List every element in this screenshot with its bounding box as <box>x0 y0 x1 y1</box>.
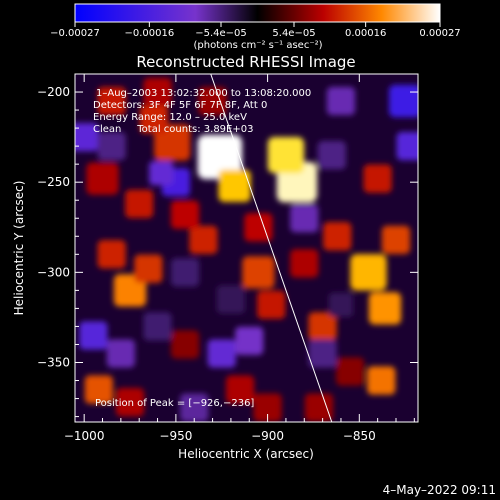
heatmap-cell <box>253 393 282 422</box>
heatmap-cell <box>216 285 246 314</box>
heatmap-cell <box>189 225 218 255</box>
heatmap-cell <box>290 204 319 233</box>
heatmap-cell <box>242 256 275 289</box>
x-tick-label: −950 <box>159 429 192 443</box>
annotation-energy: Energy Range: 12.0 – 25.0 keV <box>93 112 247 123</box>
heatmap-cell <box>84 375 113 404</box>
colorbar-tick-label: 0.00027 <box>419 28 460 39</box>
heatmap-cell <box>350 254 387 291</box>
peak-position-label: Position of Peak = [−926,−236] <box>95 398 254 409</box>
heatmap-cell <box>115 388 145 417</box>
heatmap-cell <box>125 189 154 218</box>
annotation-block: 1–Aug–2003 13:02:32.000 to 13:08:20.000 … <box>93 88 311 135</box>
y-tick-label: −300 <box>37 265 70 279</box>
heatmap-cell <box>180 393 209 422</box>
y-tick-label: −350 <box>37 355 70 369</box>
heatmap-cell <box>317 141 346 170</box>
heatmap-cell <box>225 375 255 404</box>
y-axis-label: Heliocentric Y (arcsec) <box>12 181 26 316</box>
x-axis-label: Heliocentric X (arcsec) <box>178 447 314 461</box>
heatmap-cell <box>207 339 236 368</box>
colorbar-tick-label: −5.4e−05 <box>195 28 247 39</box>
heatmap-cell <box>328 292 354 317</box>
heatmap-cell <box>244 213 273 242</box>
y-tick-label: −200 <box>37 85 70 99</box>
heatmap-cell <box>170 200 200 229</box>
heatmap-cell <box>389 84 418 118</box>
colorbar-tick-label: −0.00016 <box>124 28 174 39</box>
axis-ticks: −1000 −950 −900 −850 −200 −250 −300 −350 <box>37 73 418 443</box>
heatmap-cells <box>75 77 418 422</box>
heatmap-cell <box>97 86 126 116</box>
heatmap-cell <box>367 366 396 395</box>
solar-limb-line <box>210 74 333 422</box>
heatmap-cell <box>75 122 99 152</box>
heatmap-cell <box>197 134 243 180</box>
heatmap-cell <box>257 290 286 319</box>
heatmap-cell <box>170 258 200 287</box>
heatmap-cell <box>235 326 264 355</box>
annotation-time: 1–Aug–2003 13:02:32.000 to 13:08:20.000 <box>96 88 311 99</box>
chart-title: Reconstructed RHESSI Image <box>136 53 355 71</box>
heatmap-cell <box>396 132 418 161</box>
colorbar-units: (photons cm⁻² s⁻¹ asec⁻²) <box>193 40 322 51</box>
heatmap-cell <box>290 249 319 278</box>
colorbar: −0.00027 −0.00016 −5.4e−05 5.4e−05 0.00016 0.… <box>50 3 461 51</box>
render-timestamp: 4–May–2022 09:11 <box>383 483 496 497</box>
heatmap-cell <box>143 77 172 107</box>
colorbar-tick-label: 0.00016 <box>345 28 386 39</box>
heatmap-cell <box>308 339 337 368</box>
heatmap-cell <box>308 312 337 341</box>
colorbar-tick-label: −0.00027 <box>50 28 100 39</box>
heatmap-cell <box>326 86 356 116</box>
annotation-detectors: Detectors: 3F 4F 5F 6F 7F 8F, Att 0 <box>93 100 267 111</box>
heatmap-cell <box>368 292 402 325</box>
heatmap-cell <box>363 164 392 193</box>
heatmap-cell <box>170 330 200 359</box>
colorbar-gradient <box>74 3 441 23</box>
heatmap-cell <box>134 254 163 283</box>
heatmap-cell <box>139 104 168 134</box>
heatmap-cell <box>86 162 119 195</box>
plot-frame <box>74 73 419 423</box>
heatmap-cell <box>106 339 135 368</box>
heatmap-cell <box>323 222 352 251</box>
colorbar-tick-label: 5.4e−05 <box>272 28 315 39</box>
heatmap-cell <box>267 136 305 174</box>
x-tick-label: −850 <box>343 429 376 443</box>
heatmap-cell <box>79 321 108 350</box>
heatmap-cell <box>149 161 174 186</box>
heatmap-cell <box>381 225 411 255</box>
colorbar-ticks: −0.00027 −0.00016 −5.4e−05 5.4e−05 0.00016 0.… <box>50 22 461 39</box>
heatmap-cell <box>143 312 172 341</box>
heatmap-cell <box>304 393 334 422</box>
annotation-counts: Clean Total counts: 3.89E+03 <box>93 124 253 135</box>
heatmap-cell <box>336 357 365 386</box>
heatmap-cell <box>198 86 227 116</box>
x-tick-label: −1000 <box>64 429 105 443</box>
x-tick-label: −900 <box>251 429 284 443</box>
heatmap-cell <box>218 169 251 202</box>
heatmap-cell <box>97 132 126 161</box>
y-tick-label: −250 <box>37 175 70 189</box>
plot-area: −1000 −950 −900 −850 −200 −250 −300 −350 1–Aug–… <box>37 73 419 443</box>
heatmap-cell <box>97 240 126 269</box>
heatmap-cell <box>154 124 191 161</box>
